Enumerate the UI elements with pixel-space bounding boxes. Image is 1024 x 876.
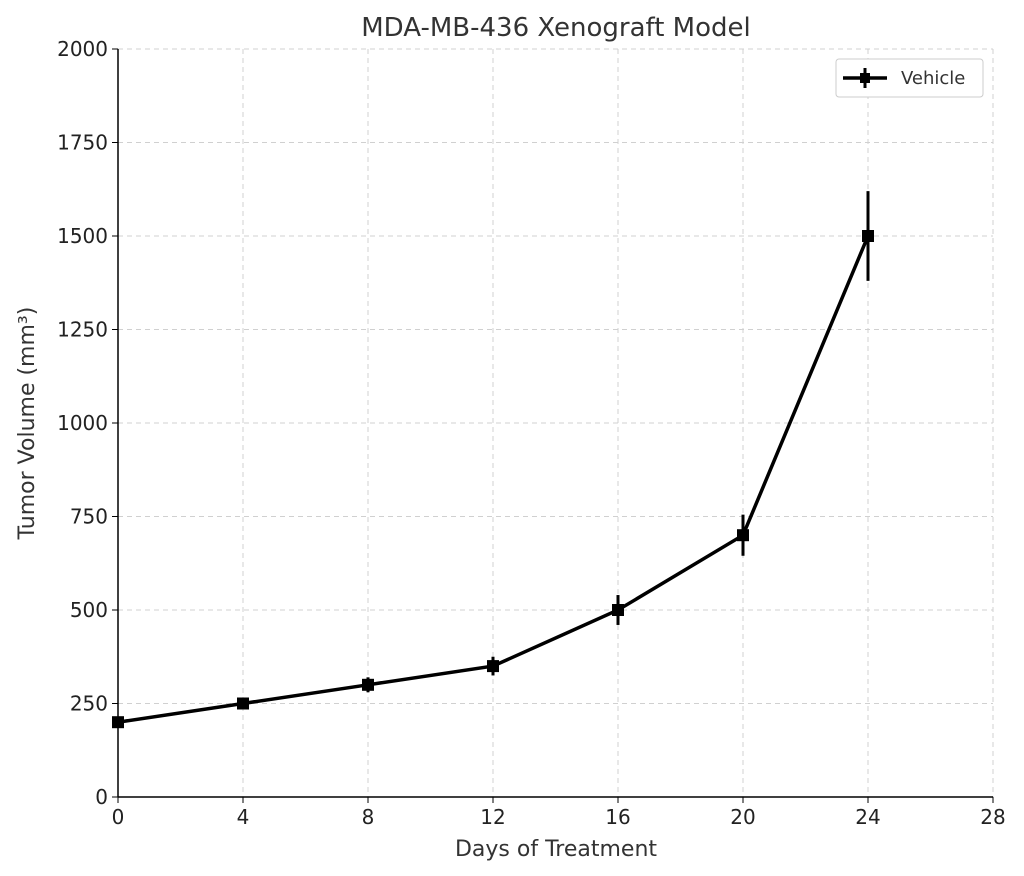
y-tick-label: 2000 [57, 37, 108, 61]
legend-label: Vehicle [901, 68, 965, 89]
x-tick-label: 16 [605, 805, 630, 829]
data-point [487, 660, 499, 673]
data-point [612, 604, 624, 616]
x-tick-label: 12 [480, 805, 505, 829]
x-tick-label: 28 [980, 805, 1005, 829]
y-tick-label: 0 [95, 785, 108, 809]
legend: Vehicle [835, 58, 984, 98]
x-axis-label: Days of Treatment [455, 837, 657, 862]
y-tick-label: 750 [70, 505, 108, 529]
y-tick-label: 250 [70, 692, 108, 716]
series-line [117, 235, 870, 724]
legend-box [835, 58, 984, 98]
y-axis-label: Tumor Volume (mm³) [15, 307, 40, 541]
y-tick-label: 1000 [57, 411, 108, 435]
data-point [737, 529, 749, 542]
x-tick-label: 24 [855, 805, 880, 829]
y-tick-label: 500 [70, 598, 108, 622]
y-tick-label: 1250 [57, 318, 108, 342]
x-tick-label: 8 [362, 805, 375, 829]
legend-marker [860, 73, 870, 83]
data-point [862, 230, 874, 242]
chart-title: MDA-MB-436 Xenograft Model [361, 13, 751, 43]
x-tick-label: 4 [237, 805, 250, 829]
grid [117, 48, 994, 798]
x-tick-label: 0 [112, 805, 125, 829]
y-tick-label: 1750 [57, 131, 108, 155]
x-tick-label: 20 [730, 805, 755, 829]
y-tick-label: 1500 [57, 224, 108, 248]
data-point [237, 697, 249, 710]
axes: 0 4 8 12 16 20 24 28 0 250 500 750 1000 1250 1500 1750 2… [57, 37, 1006, 829]
data-point [362, 678, 374, 691]
